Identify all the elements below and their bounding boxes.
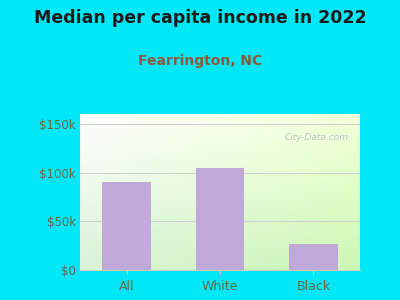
Text: City-Data.com: City-Data.com [285,133,349,142]
Bar [289,244,338,270]
Bar [196,168,244,270]
Text: Median per capita income in 2022: Median per capita income in 2022 [34,9,366,27]
Bar [102,182,151,270]
Text: Fearrington, NC: Fearrington, NC [138,54,262,68]
